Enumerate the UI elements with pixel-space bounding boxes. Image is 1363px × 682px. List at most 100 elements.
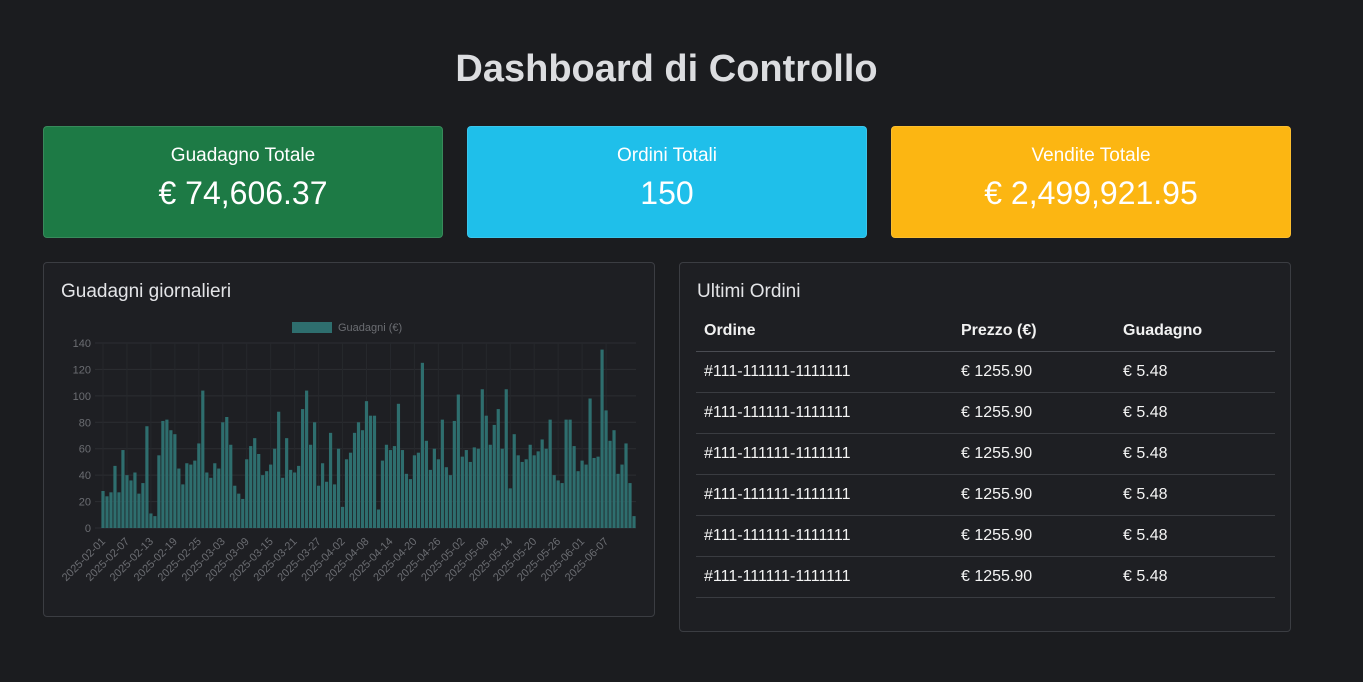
bar[interactable] bbox=[560, 483, 564, 528]
bar[interactable] bbox=[428, 469, 432, 528]
bar[interactable] bbox=[193, 460, 197, 528]
bar[interactable] bbox=[149, 513, 153, 528]
bar[interactable] bbox=[241, 498, 245, 528]
bar[interactable] bbox=[496, 409, 500, 528]
bar[interactable] bbox=[628, 483, 632, 528]
bar[interactable] bbox=[356, 422, 361, 528]
bar[interactable] bbox=[209, 477, 213, 528]
bar[interactable] bbox=[324, 481, 329, 528]
bar[interactable] bbox=[464, 450, 468, 528]
bar[interactable] bbox=[616, 473, 620, 528]
bar[interactable] bbox=[448, 475, 452, 528]
bar[interactable] bbox=[133, 472, 137, 529]
bar[interactable] bbox=[612, 430, 616, 528]
bar[interactable] bbox=[604, 410, 608, 528]
bar[interactable] bbox=[544, 448, 548, 528]
bar[interactable] bbox=[265, 471, 269, 528]
bar[interactable] bbox=[460, 456, 464, 528]
bar[interactable] bbox=[364, 401, 369, 528]
bar[interactable] bbox=[328, 432, 333, 528]
table-row[interactable]: #111-111111-1111111 € 1255.90 € 5.48 bbox=[696, 392, 1275, 434]
bar[interactable] bbox=[420, 362, 424, 528]
bar[interactable] bbox=[340, 506, 345, 528]
bar[interactable] bbox=[261, 475, 265, 528]
bar[interactable] bbox=[217, 468, 221, 528]
bar[interactable] bbox=[121, 450, 125, 528]
bar[interactable] bbox=[233, 485, 237, 528]
bar[interactable] bbox=[313, 422, 317, 528]
bar[interactable] bbox=[297, 465, 301, 528]
bar[interactable] bbox=[580, 460, 584, 528]
bar[interactable] bbox=[293, 472, 297, 529]
bar[interactable] bbox=[277, 411, 281, 528]
bar[interactable] bbox=[524, 459, 528, 528]
bar[interactable] bbox=[552, 475, 556, 528]
bar[interactable] bbox=[301, 409, 305, 528]
bar[interactable] bbox=[332, 484, 337, 528]
bar[interactable] bbox=[592, 457, 596, 528]
bar[interactable] bbox=[600, 349, 604, 528]
bar[interactable] bbox=[101, 491, 105, 528]
bar[interactable] bbox=[201, 390, 205, 528]
bar[interactable] bbox=[380, 460, 385, 528]
bar[interactable] bbox=[484, 415, 488, 528]
bar[interactable] bbox=[129, 480, 133, 528]
bar[interactable] bbox=[213, 463, 217, 528]
bar[interactable] bbox=[480, 389, 484, 528]
bar[interactable] bbox=[289, 469, 293, 528]
bar[interactable] bbox=[528, 444, 532, 528]
bar[interactable] bbox=[396, 403, 401, 528]
bar[interactable] bbox=[237, 493, 241, 528]
bar[interactable] bbox=[225, 417, 229, 528]
bar[interactable] bbox=[273, 448, 277, 528]
bar[interactable] bbox=[229, 444, 233, 528]
bar[interactable] bbox=[285, 438, 289, 528]
bar[interactable] bbox=[416, 452, 420, 528]
bar[interactable] bbox=[360, 430, 365, 528]
bar[interactable] bbox=[153, 516, 157, 528]
bar[interactable] bbox=[368, 415, 373, 528]
bar[interactable] bbox=[424, 440, 428, 528]
bar[interactable] bbox=[392, 446, 397, 528]
bar[interactable] bbox=[388, 450, 393, 528]
bar[interactable] bbox=[572, 446, 576, 528]
bar[interactable] bbox=[309, 444, 313, 528]
table-row[interactable]: #111-111111-1111111 € 1255.90 € 5.48 bbox=[696, 474, 1275, 516]
bar[interactable] bbox=[508, 488, 512, 528]
bar[interactable] bbox=[305, 390, 309, 528]
chart-legend[interactable]: Guadagni (€) bbox=[292, 322, 402, 334]
bar[interactable] bbox=[317, 485, 321, 528]
bar[interactable] bbox=[137, 493, 141, 528]
bar[interactable] bbox=[568, 419, 572, 528]
bar[interactable] bbox=[532, 455, 536, 528]
bar[interactable] bbox=[504, 389, 508, 528]
bar[interactable] bbox=[177, 468, 181, 528]
bar[interactable] bbox=[400, 450, 405, 528]
bar[interactable] bbox=[476, 448, 480, 528]
bar[interactable] bbox=[372, 415, 377, 528]
bar[interactable] bbox=[492, 424, 496, 528]
bar[interactable] bbox=[169, 430, 173, 528]
bar[interactable] bbox=[432, 448, 436, 528]
bar[interactable] bbox=[456, 394, 460, 528]
bar[interactable] bbox=[436, 459, 440, 528]
bar[interactable] bbox=[197, 443, 201, 528]
bar[interactable] bbox=[113, 465, 117, 528]
bar[interactable] bbox=[320, 463, 325, 528]
bar[interactable] bbox=[520, 461, 524, 528]
bar[interactable] bbox=[117, 492, 121, 528]
table-row[interactable]: #111-111111-1111111 € 1255.90 € 5.48 bbox=[696, 515, 1275, 557]
bar[interactable] bbox=[336, 448, 341, 528]
bar[interactable] bbox=[185, 463, 189, 528]
bar[interactable] bbox=[516, 455, 520, 528]
bar[interactable] bbox=[452, 420, 456, 528]
table-row[interactable]: #111-111111-1111111 € 1255.90 € 5.48 bbox=[696, 351, 1275, 393]
bar[interactable] bbox=[344, 459, 349, 528]
bar[interactable] bbox=[576, 471, 580, 528]
bar[interactable] bbox=[472, 447, 476, 528]
bar[interactable] bbox=[245, 459, 249, 528]
bar[interactable] bbox=[440, 419, 444, 528]
bar[interactable] bbox=[221, 422, 225, 528]
bar[interactable] bbox=[588, 398, 592, 529]
bar[interactable] bbox=[109, 492, 113, 528]
